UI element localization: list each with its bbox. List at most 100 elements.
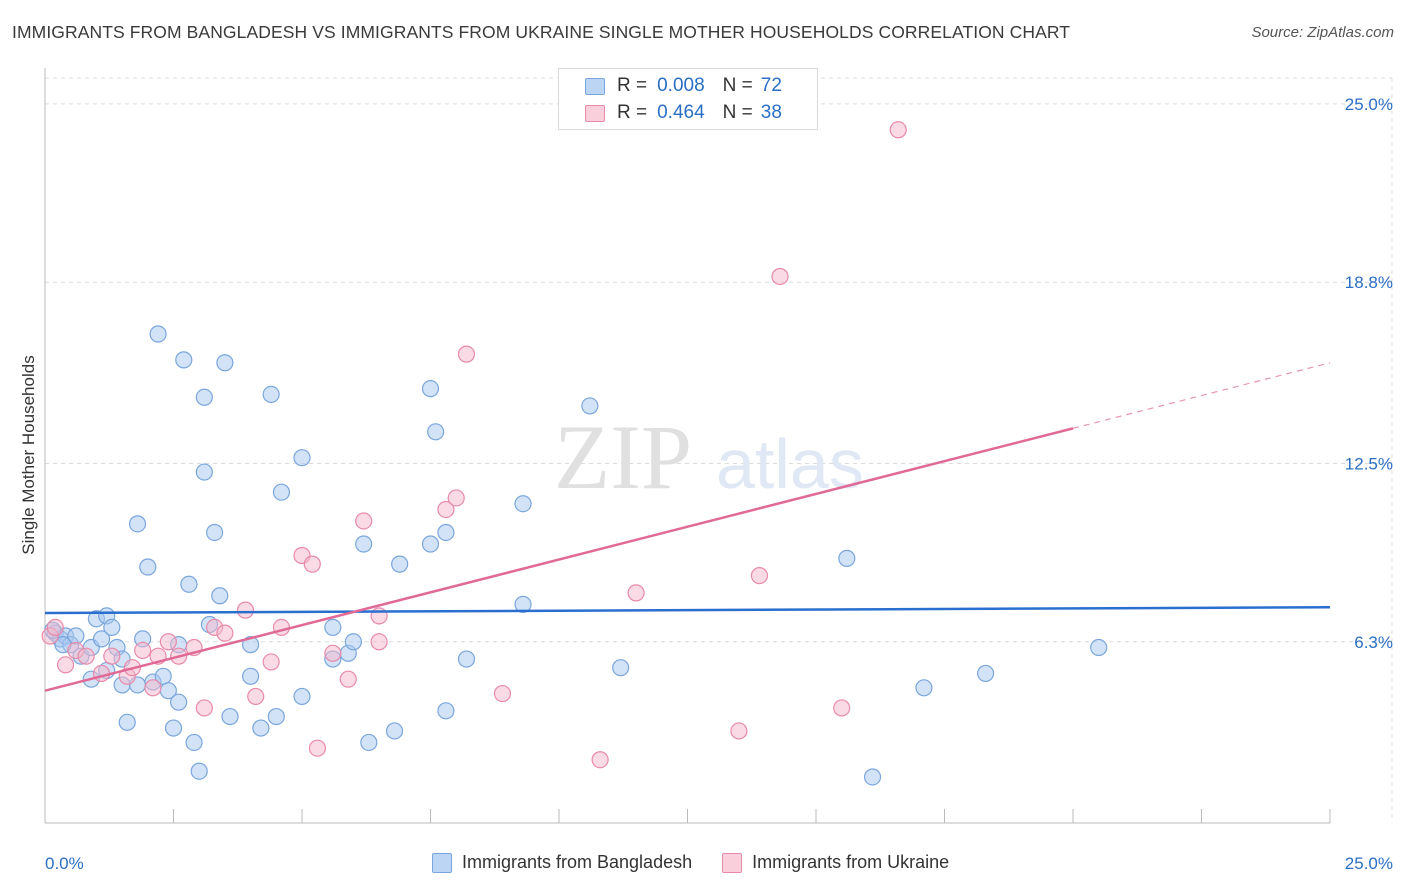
data-point bbox=[242, 667, 260, 685]
trend-line bbox=[44, 606, 1331, 615]
data-point bbox=[889, 121, 907, 139]
legend-n-label: N = bbox=[722, 102, 753, 123]
data-point bbox=[195, 463, 213, 481]
data-point bbox=[915, 679, 933, 697]
data-point bbox=[493, 684, 512, 703]
data-point bbox=[421, 535, 440, 553]
legend-swatch-blue bbox=[585, 77, 605, 95]
series-legend: Immigrants from Bangladesh Immigrants fr… bbox=[432, 852, 979, 873]
watermark: ZIP atlas bbox=[554, 406, 864, 508]
data-point bbox=[612, 659, 630, 677]
legend-r-label: R = bbox=[617, 102, 648, 123]
y-tick-label: 18.8% bbox=[1345, 273, 1393, 292]
y-tick-label: 6.3% bbox=[1354, 633, 1393, 652]
data-point bbox=[339, 670, 357, 688]
data-point bbox=[514, 495, 532, 513]
x-tick-label: 25.0% bbox=[1345, 854, 1393, 873]
data-point bbox=[355, 535, 373, 553]
data-point bbox=[175, 351, 193, 369]
data-point bbox=[195, 699, 213, 717]
data-point bbox=[293, 449, 311, 467]
watermark-zip: ZIP bbox=[554, 406, 692, 508]
data-point bbox=[247, 687, 265, 706]
data-point bbox=[355, 512, 373, 530]
data-point bbox=[252, 719, 270, 737]
series-ukraine-points bbox=[41, 121, 907, 769]
series-legend-ukraine[interactable]: Immigrants from Ukraine bbox=[722, 852, 949, 873]
tick-labels: 6.3% 12.5% 18.8% 25.0% 0.0% 25.0% bbox=[45, 95, 1393, 873]
data-point bbox=[833, 699, 851, 717]
data-point bbox=[216, 624, 234, 642]
series-legend-label: Immigrants from Bangladesh bbox=[462, 852, 693, 872]
legend-r-value: 0.008 bbox=[657, 75, 705, 96]
data-point bbox=[344, 633, 362, 651]
data-point bbox=[221, 707, 239, 726]
data-point bbox=[421, 380, 440, 398]
data-point bbox=[134, 641, 152, 660]
data-point bbox=[216, 354, 234, 372]
data-point bbox=[118, 713, 136, 731]
data-point bbox=[128, 515, 147, 533]
data-point bbox=[514, 595, 532, 613]
data-point bbox=[195, 388, 213, 406]
source-credit: Source: ZipAtlas.com bbox=[1251, 24, 1394, 41]
data-point bbox=[977, 664, 995, 683]
y-tick-label: 25.0% bbox=[1345, 95, 1393, 114]
legend-r-label: R = bbox=[617, 75, 648, 96]
watermark-atlas: atlas bbox=[716, 425, 864, 503]
data-point bbox=[211, 587, 229, 605]
legend-n-value: 72 bbox=[760, 75, 782, 96]
data-point bbox=[164, 719, 183, 737]
data-point bbox=[863, 768, 882, 786]
data-point bbox=[242, 636, 260, 654]
axes bbox=[44, 68, 1331, 824]
data-point bbox=[139, 558, 157, 576]
data-point bbox=[185, 733, 203, 752]
data-point bbox=[46, 618, 64, 637]
data-point bbox=[92, 664, 111, 683]
data-point bbox=[838, 549, 856, 567]
data-point bbox=[437, 500, 455, 519]
data-point bbox=[750, 567, 769, 585]
data-point bbox=[581, 397, 599, 415]
legend-r-value: 0.464 bbox=[657, 102, 705, 123]
y-tick-label: 12.5% bbox=[1345, 454, 1393, 473]
data-point bbox=[360, 733, 378, 752]
data-point bbox=[324, 644, 342, 662]
data-point bbox=[272, 483, 291, 501]
data-point bbox=[457, 650, 476, 668]
x-tick-label: 0.0% bbox=[45, 854, 84, 873]
data-point bbox=[92, 630, 111, 648]
data-point bbox=[591, 751, 609, 769]
y-axis-label: Single Mother Households bbox=[19, 355, 38, 554]
data-point bbox=[771, 267, 789, 286]
data-point bbox=[370, 633, 388, 651]
trend-line bbox=[44, 427, 1074, 692]
data-point bbox=[103, 618, 121, 637]
data-point bbox=[144, 679, 162, 697]
legend-swatch-pink bbox=[585, 104, 605, 122]
data-point bbox=[437, 702, 455, 720]
data-point bbox=[159, 633, 177, 651]
data-point bbox=[267, 707, 285, 726]
data-point bbox=[262, 385, 280, 404]
series-bangladesh-points bbox=[44, 325, 1108, 786]
data-point bbox=[324, 618, 342, 637]
data-point bbox=[77, 647, 95, 665]
series-legend-bangladesh[interactable]: Immigrants from Bangladesh bbox=[432, 852, 692, 873]
data-point bbox=[391, 555, 409, 573]
data-point bbox=[56, 656, 75, 674]
data-point bbox=[427, 423, 445, 441]
data-point bbox=[1090, 638, 1108, 657]
data-point bbox=[206, 523, 224, 542]
trend-lines bbox=[44, 362, 1331, 692]
legend-n-label: N = bbox=[722, 75, 753, 96]
data-point bbox=[190, 762, 208, 780]
data-point bbox=[447, 489, 465, 507]
data-point bbox=[627, 584, 645, 602]
data-point bbox=[385, 722, 404, 740]
data-point bbox=[303, 555, 321, 573]
legend-row-ukraine: R = 0.464 N = 38 bbox=[585, 101, 782, 125]
data-point bbox=[103, 647, 121, 665]
data-point bbox=[170, 693, 188, 711]
